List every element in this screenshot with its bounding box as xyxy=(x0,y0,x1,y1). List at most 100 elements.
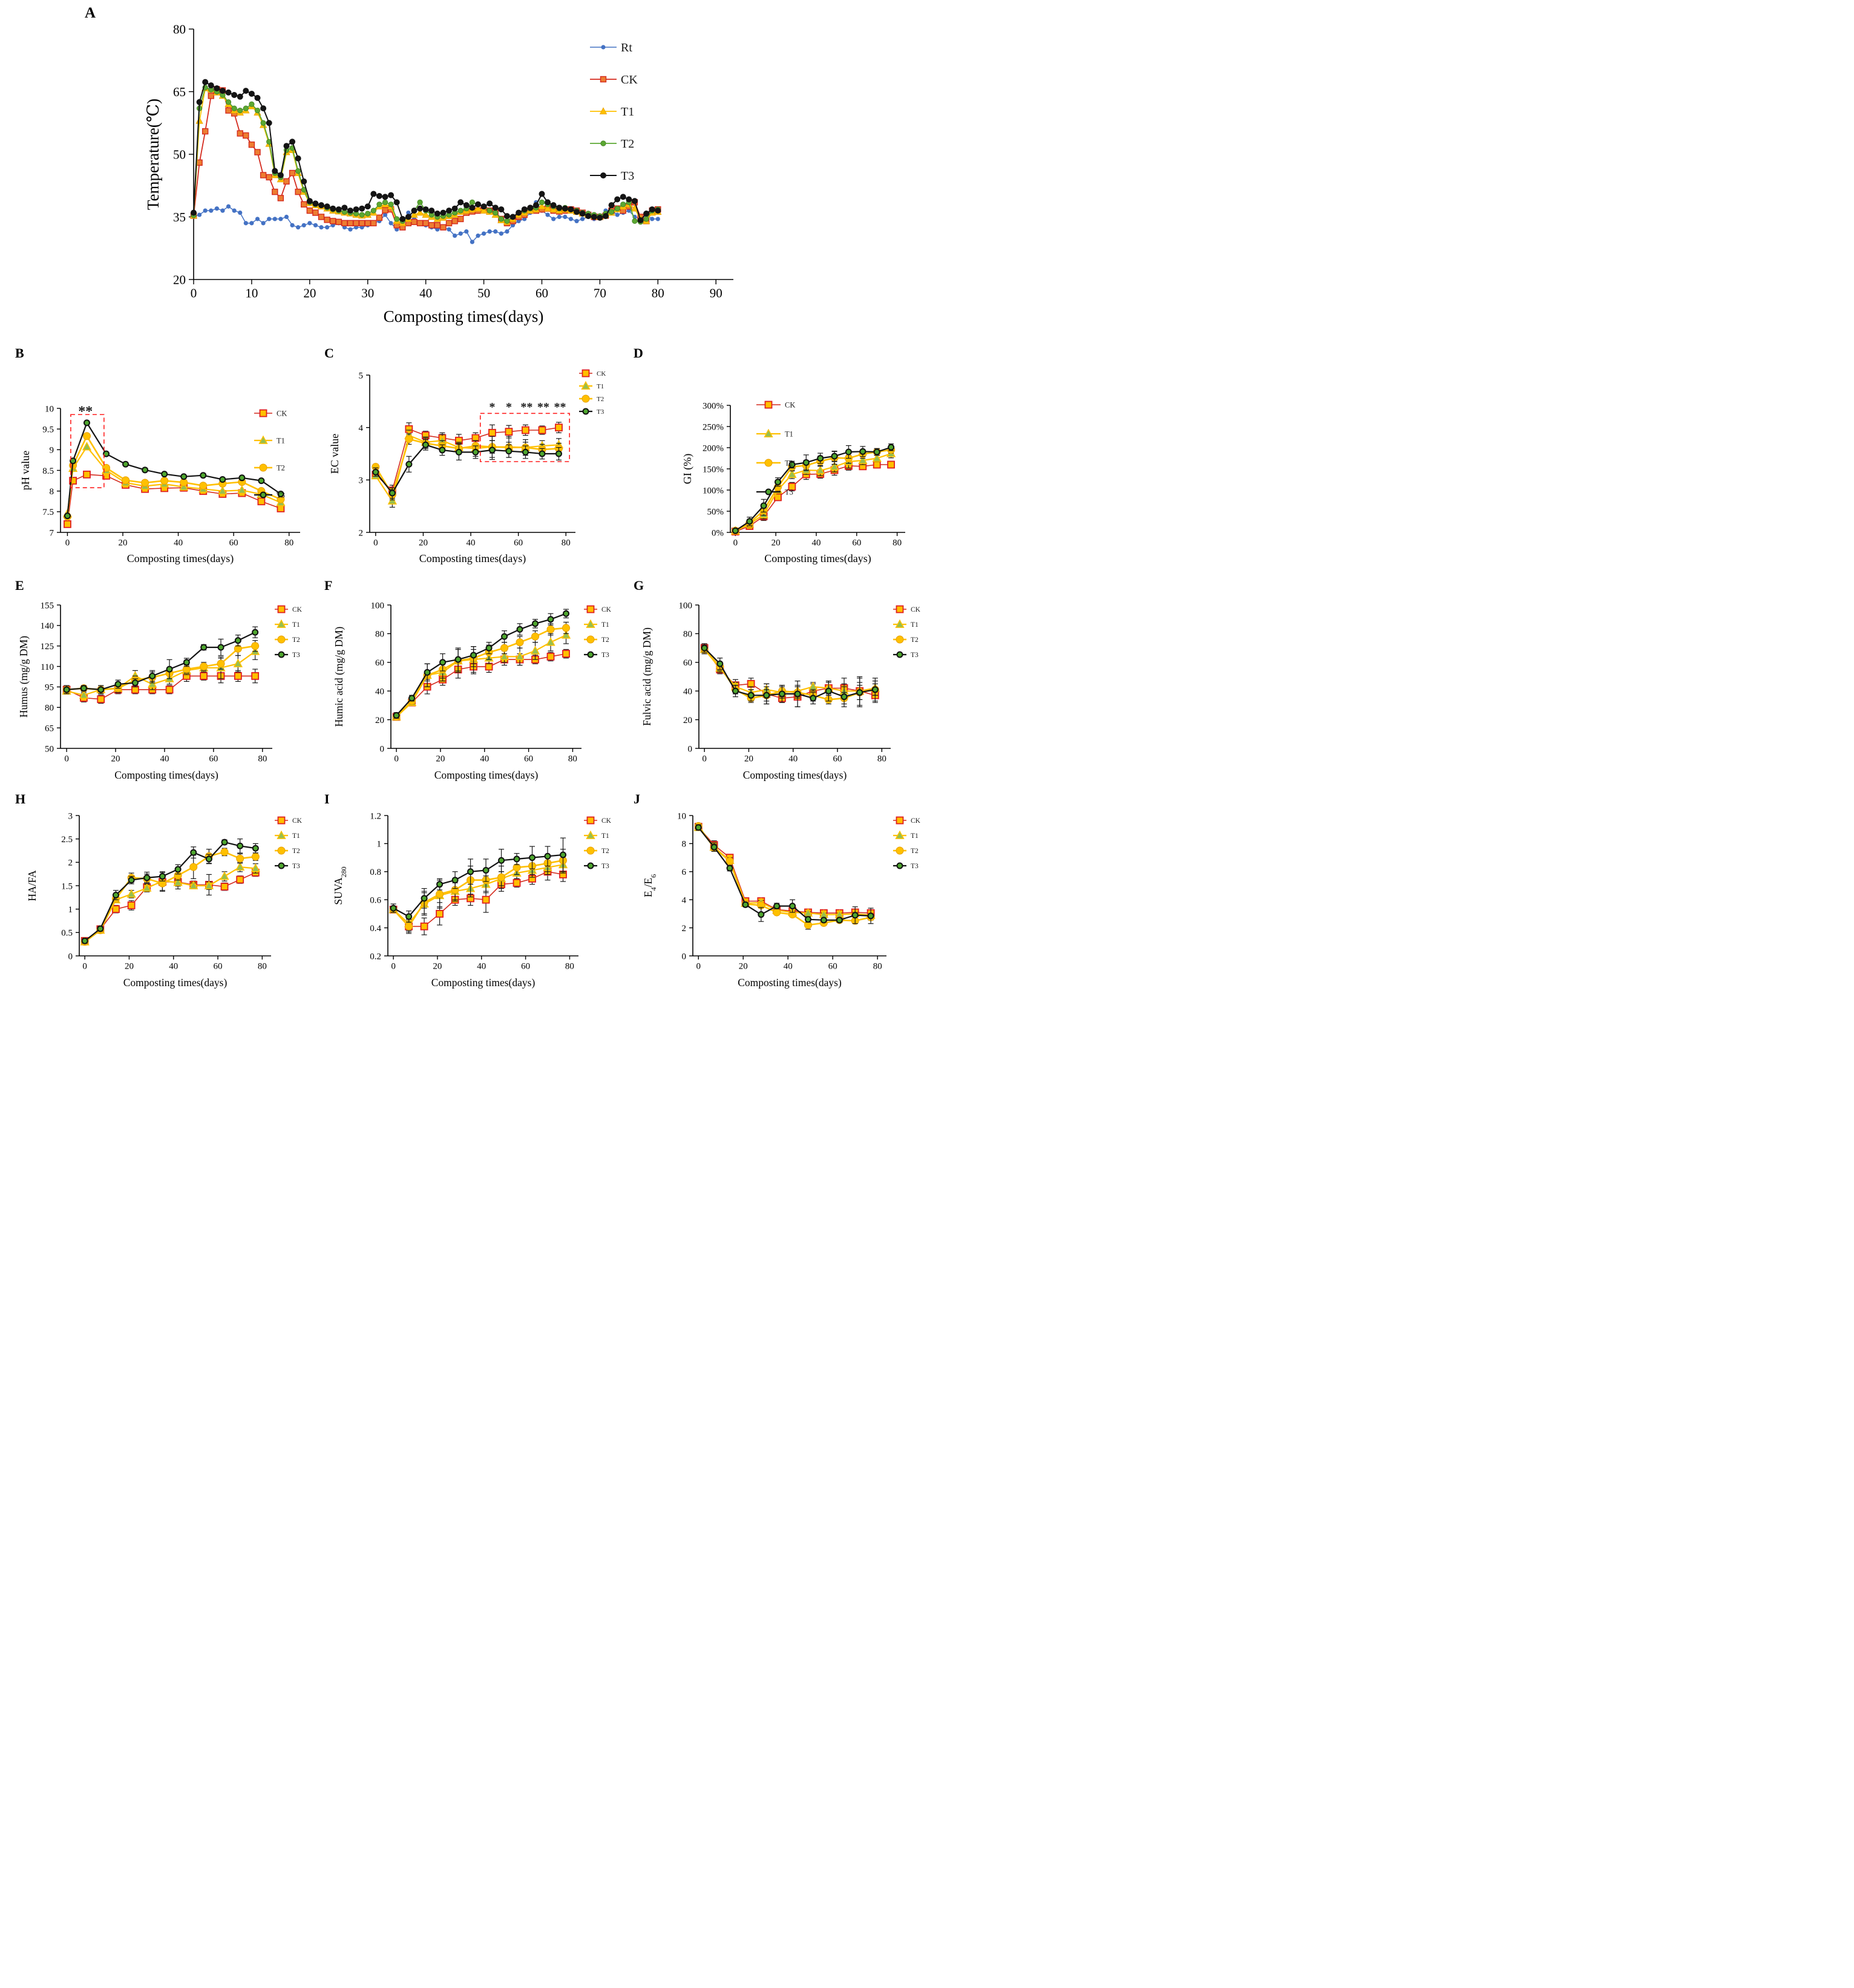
svg-text:Composting times(days): Composting times(days) xyxy=(738,976,842,989)
svg-text:90: 90 xyxy=(710,286,722,300)
series-T3 xyxy=(63,626,259,695)
svg-text:40: 40 xyxy=(169,961,178,971)
panel-E: E 0 20 40 60 80 50 65 80 95 110 125 140 155 Compostin… xyxy=(0,578,309,790)
svg-text:150%: 150% xyxy=(703,465,724,474)
svg-text:CK: CK xyxy=(911,817,921,825)
series-T3 xyxy=(390,837,567,923)
svg-text:0: 0 xyxy=(191,286,197,300)
axis-labels-I: Composting times(days) SUVA280 xyxy=(332,866,535,989)
series-T2 xyxy=(372,433,563,500)
svg-text:Composting times(days): Composting times(days) xyxy=(114,769,218,781)
svg-text:100: 100 xyxy=(371,601,385,610)
svg-text:80: 80 xyxy=(258,961,267,971)
svg-text:20: 20 xyxy=(303,286,316,300)
svg-text:125: 125 xyxy=(41,642,54,652)
svg-text:Composting times(days): Composting times(days) xyxy=(127,552,234,565)
svg-text:E4/E6: E4/E6 xyxy=(642,874,658,897)
svg-text:T2: T2 xyxy=(785,459,793,467)
axes-B: 0 20 40 60 80 7 7.5 8 8.5 9 9.5 10 xyxy=(42,404,300,548)
svg-text:250%: 250% xyxy=(703,422,724,432)
svg-text:0: 0 xyxy=(82,961,87,971)
panel-letter-I: I xyxy=(324,791,330,806)
axes-C: 0 20 40 60 80 2 3 4 5 xyxy=(359,371,575,548)
svg-text:T1: T1 xyxy=(597,383,604,390)
svg-text:CK: CK xyxy=(292,817,303,825)
panel-letter-J: J xyxy=(634,791,640,806)
svg-text:CK: CK xyxy=(277,409,287,417)
series-T2 xyxy=(389,849,568,934)
panel-letter-G: G xyxy=(634,578,644,593)
svg-text:20: 20 xyxy=(125,961,134,971)
svg-text:40: 40 xyxy=(174,538,183,548)
axis-labels-B: Composting times(days) pH value xyxy=(19,451,234,565)
svg-text:T2: T2 xyxy=(277,463,285,472)
legend-A: Rt CK T1 T2 T3 xyxy=(590,41,638,183)
panel-letter-C: C xyxy=(324,345,334,361)
axes-I: 0 20 40 60 80 0.2 0.4 0.6 0.8 1 1.2 xyxy=(370,811,578,971)
svg-text:40: 40 xyxy=(467,538,476,548)
svg-text:4: 4 xyxy=(359,423,364,433)
svg-text:50: 50 xyxy=(45,744,54,754)
axes-F: 0 20 40 60 80 0 20 40 60 80 100 xyxy=(371,601,581,763)
chart-humus: 0 20 40 60 80 50 65 80 95 110 125 140 155 Composting … xyxy=(18,601,303,781)
panel-A: A 0 10 20 30 40 50 60 70 80 90 20 35 50 65 80 Compostin… xyxy=(0,0,927,342)
svg-text:2: 2 xyxy=(359,528,364,538)
svg-text:T1: T1 xyxy=(292,832,300,840)
svg-text:0: 0 xyxy=(64,754,69,763)
svg-text:1.5: 1.5 xyxy=(61,881,73,891)
svg-text:CK: CK xyxy=(597,370,606,378)
svg-text:CK: CK xyxy=(785,401,795,409)
svg-text:CK: CK xyxy=(911,606,921,613)
legend-E: CK T1 T2 T3 xyxy=(275,605,303,659)
svg-text:T3: T3 xyxy=(911,652,919,659)
series-T3 xyxy=(64,419,284,520)
panel-letter-B: B xyxy=(15,345,24,361)
svg-text:3: 3 xyxy=(68,811,73,821)
svg-text:0.8: 0.8 xyxy=(370,868,381,877)
svg-text:T2: T2 xyxy=(911,636,919,644)
svg-text:20: 20 xyxy=(375,716,384,725)
svg-text:2: 2 xyxy=(68,858,73,868)
legend-H: CK T1 T2 T3 xyxy=(275,816,303,870)
axes-D: 0 20 40 60 80 0% 50% 100% 150% 200% 250% 300% xyxy=(703,401,905,548)
axis-labels-D: Composting times(days) GI (%) xyxy=(681,454,871,565)
svg-text:0: 0 xyxy=(65,538,70,548)
significance-asterisk: ** xyxy=(554,401,566,414)
series-CK xyxy=(731,460,896,536)
series-CK xyxy=(372,422,563,496)
series-T2 xyxy=(392,621,571,721)
legend-B: CK T1 T2 T3 xyxy=(254,409,287,499)
svg-text:0: 0 xyxy=(68,952,73,961)
svg-text:0: 0 xyxy=(373,538,378,548)
svg-text:60: 60 xyxy=(683,658,692,668)
svg-text:80: 80 xyxy=(45,704,54,713)
svg-text:20: 20 xyxy=(419,538,428,548)
series-T1 xyxy=(391,626,571,721)
svg-text:20: 20 xyxy=(436,754,445,763)
series-CK xyxy=(62,669,260,704)
axis-labels-G: Composting times(days) Fulvic acid (mg/g … xyxy=(641,627,847,781)
axes-A: 0 10 20 30 40 50 60 70 80 90 20 35 50 65 80 xyxy=(173,22,733,300)
svg-text:80: 80 xyxy=(877,754,886,763)
svg-text:20: 20 xyxy=(173,272,186,287)
svg-text:40: 40 xyxy=(811,538,821,548)
significance-asterisk: * xyxy=(489,401,495,414)
series-T2 xyxy=(63,432,285,521)
axis-labels-J: Composting times(days) E4/E6 xyxy=(642,874,842,989)
series-T1 xyxy=(189,84,662,226)
svg-text:Rt: Rt xyxy=(621,41,632,54)
series-T3 xyxy=(701,643,879,707)
legend-C: CK T1 T2 T3 xyxy=(579,369,606,416)
svg-text:40: 40 xyxy=(480,754,489,763)
series-T3 xyxy=(191,79,661,224)
series-T1 xyxy=(388,855,568,931)
svg-text:2: 2 xyxy=(682,924,687,934)
svg-text:140: 140 xyxy=(41,621,54,631)
svg-text:80: 80 xyxy=(652,286,664,300)
series-CK xyxy=(700,643,879,707)
chart-ha-fa: 0 20 40 60 80 0 0.5 1 1.5 2 2.5 3 Composting times(d… xyxy=(26,811,303,989)
svg-text:Composting times(days): Composting times(days) xyxy=(431,976,536,989)
panel-letter-D: D xyxy=(634,345,643,361)
svg-text:Composting times(days): Composting times(days) xyxy=(434,769,539,781)
axis-labels-C: Composting times(days) EC value xyxy=(329,434,526,565)
